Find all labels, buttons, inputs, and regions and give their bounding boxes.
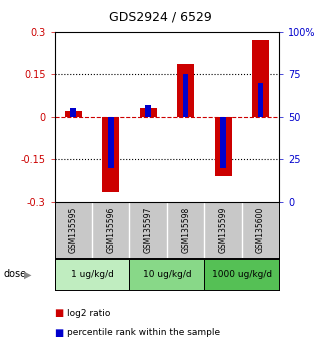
FancyBboxPatch shape [55,259,129,290]
Bar [102,117,119,192]
Text: ■: ■ [55,328,64,338]
Bar [220,117,226,168]
Text: GSM135597: GSM135597 [144,207,153,253]
Text: GSM135599: GSM135599 [219,207,228,253]
Bar [215,117,231,176]
Bar [177,64,194,117]
Text: log2 ratio: log2 ratio [67,309,111,318]
Text: ▶: ▶ [23,269,31,279]
Bar [258,83,263,117]
Text: 1 ug/kg/d: 1 ug/kg/d [71,270,113,279]
Bar [183,74,188,117]
Bar [145,105,151,117]
Text: ■: ■ [55,308,64,318]
Text: GSM135596: GSM135596 [106,207,115,253]
Text: 1000 ug/kg/d: 1000 ug/kg/d [212,270,272,279]
Bar [71,108,76,117]
Text: dose: dose [3,269,26,279]
Text: GSM135595: GSM135595 [69,207,78,253]
Text: percentile rank within the sample: percentile rank within the sample [67,328,221,337]
Text: GSM135598: GSM135598 [181,207,190,253]
Bar [140,108,157,117]
FancyBboxPatch shape [129,259,204,290]
Bar [252,40,269,117]
Bar [65,111,82,117]
Text: GSM135600: GSM135600 [256,207,265,253]
Text: 10 ug/kg/d: 10 ug/kg/d [143,270,191,279]
Bar [108,117,114,168]
FancyBboxPatch shape [204,259,279,290]
Text: GDS2924 / 6529: GDS2924 / 6529 [109,10,212,23]
